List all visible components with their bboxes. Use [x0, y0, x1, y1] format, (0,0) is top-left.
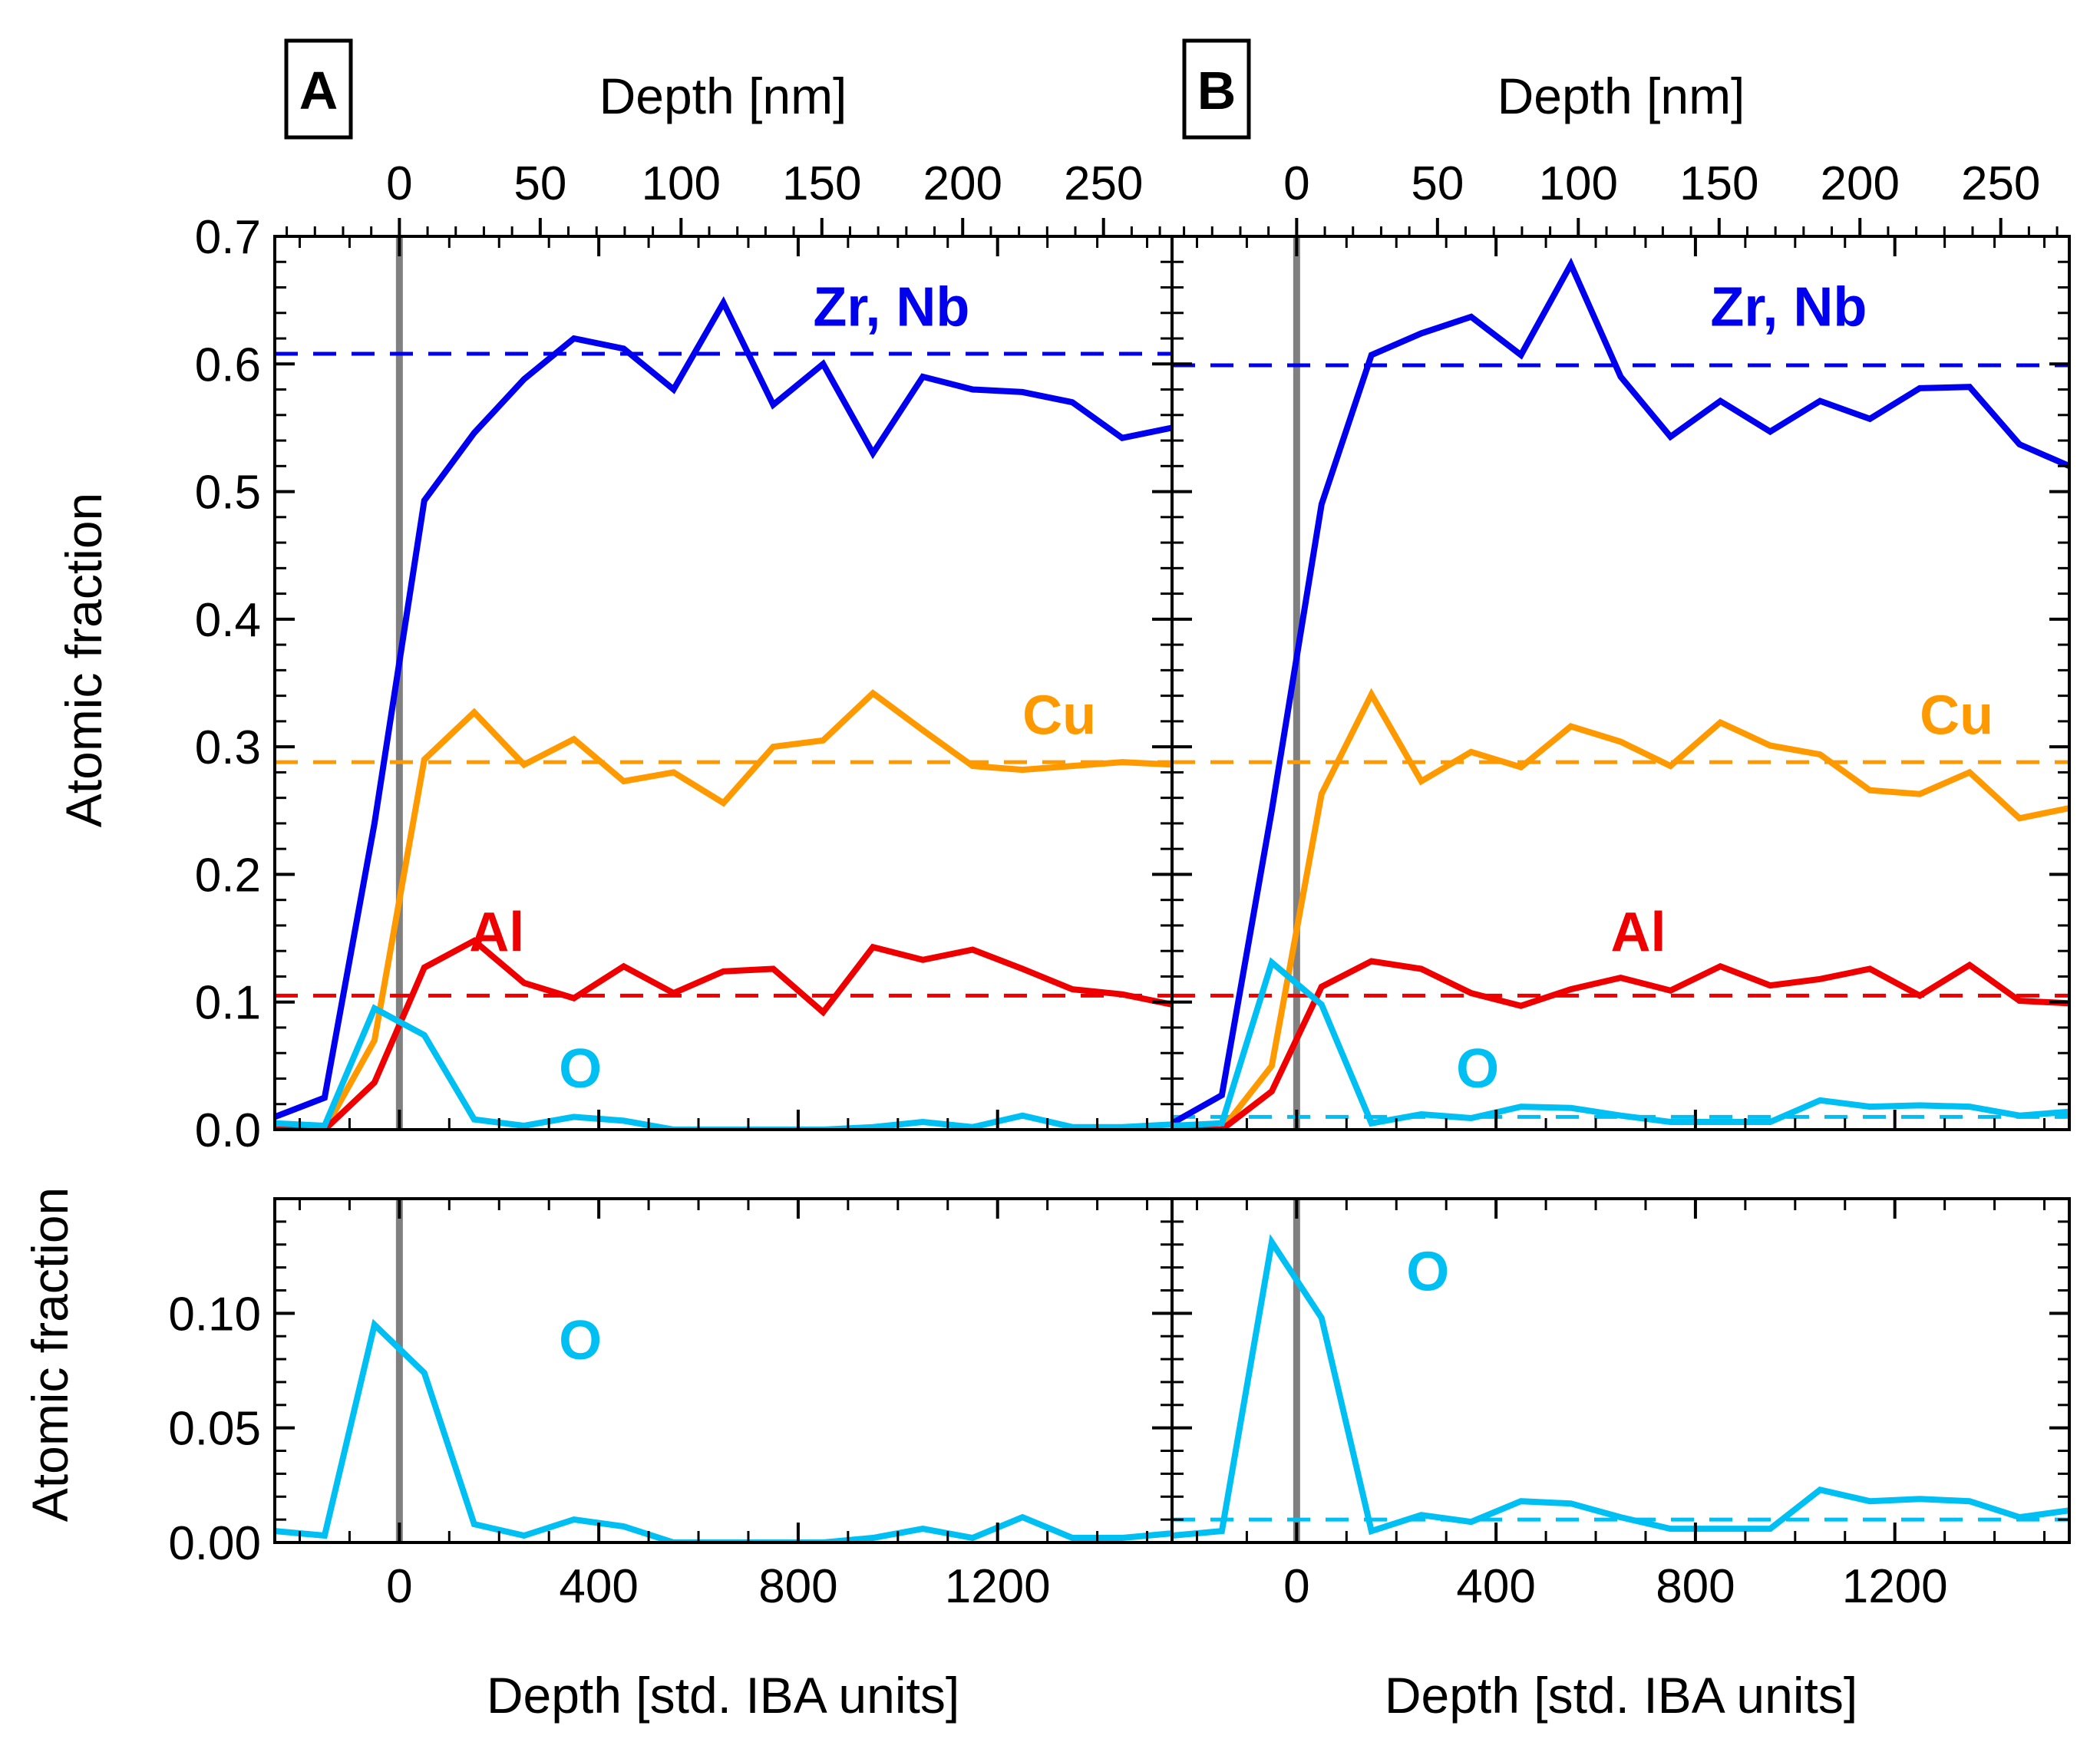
x2-tick-label-200-B-top: 200 — [1821, 157, 1900, 210]
bottom-x-axis-label-B: Depth [std. IBA units] — [1385, 1667, 1857, 1724]
x2-tick-label-200-A-top: 200 — [923, 157, 1002, 210]
y-tick-label-0.1-A-top: 0.1 — [195, 977, 261, 1030]
x-tick-label-800-A-bottom: 800 — [758, 1560, 837, 1613]
y-tick-label-0.5-A-top: 0.5 — [195, 467, 261, 520]
y-tick-label-0.2-A-top: 0.2 — [195, 849, 261, 902]
y-tick-label-0.7-A-top: 0.7 — [195, 211, 261, 264]
y-tick-label-0.3-A-top: 0.3 — [195, 721, 261, 774]
plot-layer: Zr, Nb Cu Al O 0 50 100 150 200 250 0.0 0.1 0.2 0.3 0.… — [168, 157, 2071, 1613]
y-axis-label-bottom: Atomic fraction — [21, 1187, 78, 1522]
series-label-o-A-top: O — [559, 1038, 602, 1100]
series-label-o-B-top: O — [1456, 1038, 1499, 1100]
x-tick-label-400-A-bottom: 400 — [559, 1560, 638, 1613]
x-tick-label-800-B-bottom: 800 — [1656, 1560, 1735, 1613]
series-label-al-B-top: Al — [1611, 902, 1666, 963]
series-line-o-B-top — [1172, 957, 2069, 1129]
panel-label-A: A — [299, 61, 338, 120]
series-label-o-A-bottom: O — [559, 1310, 602, 1371]
series-label-cu-A-top: Cu — [1022, 685, 1096, 747]
subplot-B-bottom: O 0 400 800 1200 — [1171, 1197, 2071, 1613]
series-label-cu-B-top: Cu — [1920, 685, 1993, 747]
y-tick-label-0.05-A-bottom: 0.05 — [168, 1403, 261, 1456]
x2-tick-label-150-B-top: 150 — [1679, 157, 1758, 210]
x2-tick-label-100-B-top: 100 — [1539, 157, 1618, 210]
x2-tick-label-250-A-top: 250 — [1064, 157, 1143, 210]
y-tick-label-0.6-A-top: 0.6 — [195, 338, 261, 391]
x2-tick-label-100-A-top: 100 — [642, 157, 721, 210]
subplot-A-bottom: O 0 400 800 1200 0.00 0.05 0.10 — [168, 1197, 1174, 1613]
x2-tick-label-150-A-top: 150 — [782, 157, 861, 210]
y-tick-label-0.1-A-bottom: 0.10 — [168, 1288, 261, 1341]
panel-label-box-A — [284, 38, 353, 140]
series-line-o-B-bottom — [1172, 1234, 2069, 1539]
x-tick-label-400-B-bottom: 400 — [1456, 1560, 1535, 1613]
series-label-al-A-top: Al — [469, 902, 524, 963]
bottom-x-axis-label-A: Depth [std. IBA units] — [487, 1667, 959, 1724]
y-tick-label-0-A-bottom: 0.00 — [168, 1517, 261, 1570]
panel-label-B: B — [1197, 61, 1237, 120]
top-x-axis-label-A: Depth [nm] — [599, 68, 847, 124]
series-line-o-A-bottom — [275, 1318, 1172, 1542]
series-label-zrnb-A-top: Zr, Nb — [813, 276, 969, 338]
x-tick-label-1200-B-bottom: 1200 — [1842, 1560, 1948, 1613]
y-axis-label-top: Atomic fraction — [55, 493, 112, 827]
plot-frame-B-top — [1171, 235, 2071, 1131]
series-line-zrnb-A-top — [275, 295, 1172, 1120]
series-label-o-B-bottom: O — [1406, 1241, 1449, 1302]
series-label-zrnb-B-top: Zr, Nb — [1710, 276, 1867, 338]
plot-frame-B-bottom — [1171, 1197, 2071, 1544]
panel-label-box-B — [1182, 38, 1251, 140]
x2-tick-label-0-B-top: 0 — [1283, 157, 1309, 210]
y-tick-label-0-A-top: 0.0 — [195, 1104, 261, 1157]
series-line-al-B-top — [1172, 958, 2069, 1130]
subplot-B-top: Zr, Nb Cu Al O 0 50 100 150 200 250 — [1171, 157, 2071, 1131]
x2-tick-label-50-A-top: 50 — [513, 157, 566, 210]
x2-tick-label-50-B-top: 50 — [1411, 157, 1464, 210]
series-line-cu-B-top — [1172, 688, 2069, 1130]
x2-tick-label-0-A-top: 0 — [386, 157, 412, 210]
x2-tick-label-250-B-top: 250 — [1961, 157, 2040, 210]
y-tick-label-0.4-A-top: 0.4 — [195, 594, 261, 647]
subplot-A-top: Zr, Nb Cu Al O 0 50 100 150 200 250 0.0 0.1 0.2 0.3 0.… — [195, 157, 1174, 1157]
top-x-axis-label-B: Depth [nm] — [1497, 68, 1745, 124]
x-tick-label-1200-A-bottom: 1200 — [945, 1560, 1051, 1613]
series-line-zrnb-B-top — [1172, 257, 2069, 1127]
x-tick-label-0-B-bottom: 0 — [1283, 1560, 1309, 1613]
plot-frame-A-bottom — [273, 1197, 1174, 1544]
series-line-al-A-top — [275, 937, 1172, 1130]
series-line-o-A-top — [275, 1004, 1172, 1130]
series-line-cu-A-top — [275, 689, 1172, 1130]
x-tick-label-0-A-bottom: 0 — [386, 1560, 412, 1613]
